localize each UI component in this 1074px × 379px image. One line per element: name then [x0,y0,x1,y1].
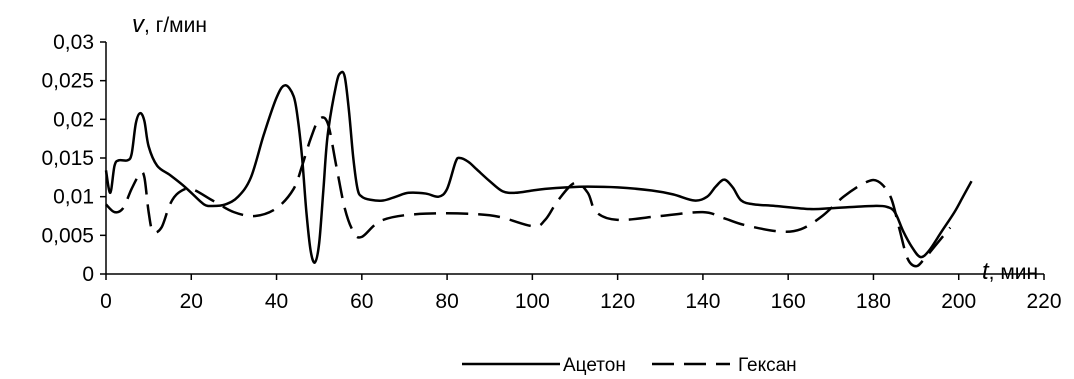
legend: Ацетон Гексан [462,355,797,376]
legend-label-hexane: Гексан [738,355,797,376]
plot-area: 0 20 40 60 80 100 120 140 160 180 200 220 0 0,005 0,0… [41,31,1061,313]
y-axis-unit: , г/мин [144,14,207,37]
x-tick-label: 180 [856,290,891,313]
x-axis-unit: , мин [989,261,1038,284]
x-tick-label: 60 [350,290,373,313]
x-axis-title: t, мин [982,258,1038,285]
y-tick-label: 0,005 [41,224,94,247]
x-tick-label: 100 [515,290,550,313]
y-axis-variable: v [132,11,146,38]
legend-label-acetone: Ацетон [563,355,626,376]
y-tick-label: 0,02 [53,108,94,131]
series-layer [104,70,973,268]
y-axis-title: v, г/мин [132,11,207,38]
x-axis-variable: t [982,258,990,285]
x-tick-label: 140 [685,290,720,313]
y-tick-label: 0,025 [41,70,94,93]
x-tick-label: 200 [941,290,976,313]
x-tick-label: 40 [265,290,288,313]
x-tick-label: 0 [100,290,112,313]
x-tick-label: 80 [435,290,458,313]
y-axis-ticks: 0 0,005 0,01 0,015 0,02 0,025 0,03 [41,31,106,286]
series-line-acetone [104,70,973,264]
x-tick-label: 160 [771,290,806,313]
y-tick-label: 0,015 [41,147,94,170]
series-line-hexane [105,116,952,268]
y-tick-label: 0,03 [53,31,94,54]
x-tick-label: 120 [600,290,635,313]
x-tick-label: 220 [1026,290,1061,313]
x-tick-label: 20 [180,290,203,313]
y-tick-label: 0,01 [53,186,94,209]
x-axis-ticks: 0 20 40 60 80 100 120 140 160 180 200 220 [100,274,1062,313]
y-tick-label: 0 [82,263,94,286]
